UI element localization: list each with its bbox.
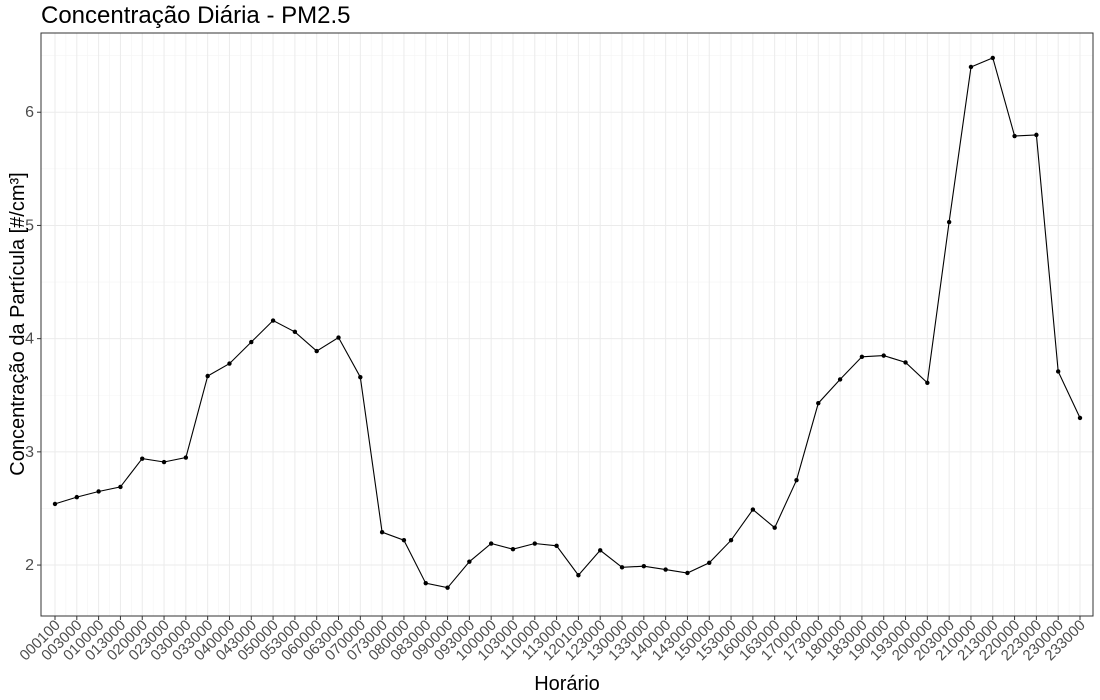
data-point [510, 547, 516, 552]
data-point [96, 489, 101, 494]
data-point [270, 318, 276, 323]
data-point [903, 360, 908, 365]
data-point [52, 501, 58, 507]
data-point [881, 353, 886, 358]
data-point [401, 537, 407, 543]
data-point [205, 373, 210, 379]
data-point [1077, 415, 1083, 421]
data-point [1034, 132, 1039, 138]
data-point [358, 374, 363, 380]
y-tick-label: 3 [25, 444, 34, 461]
y-axis: 2 3 4 5 6 [25, 104, 41, 574]
data-point [794, 477, 799, 483]
data-point [488, 541, 494, 546]
data-point [140, 456, 145, 461]
data-point [685, 570, 690, 576]
data-point [837, 377, 843, 382]
data-point [1055, 369, 1061, 374]
data-point [532, 541, 537, 546]
y-tick-label: 4 [25, 331, 34, 348]
data-point [946, 219, 952, 225]
data-point [554, 543, 559, 549]
data-point [445, 585, 450, 590]
data-point [707, 560, 712, 565]
data-point [249, 339, 254, 345]
y-tick-label: 5 [25, 217, 34, 234]
data-point [227, 361, 232, 366]
data-point [292, 329, 298, 335]
series-pm25 [52, 55, 1083, 590]
y-tick-label: 2 [25, 557, 34, 574]
data-point [1012, 133, 1017, 139]
data-point [314, 348, 319, 354]
data-point [968, 64, 974, 70]
y-axis-title: Concentração da Partícula [#/cm³] [7, 172, 29, 475]
data-point [619, 565, 625, 570]
data-point [183, 455, 189, 460]
data-point [859, 354, 865, 359]
data-point [990, 55, 995, 61]
data-point [925, 380, 930, 385]
plot-panel-border [40, 32, 1094, 617]
data-point [641, 563, 647, 569]
x-axis-title: Horário [534, 673, 600, 695]
data-point [728, 537, 734, 543]
data-point [598, 548, 603, 553]
chart-title: Concentração Diária - PM2.5 [41, 2, 351, 29]
data-point [467, 559, 472, 564]
y-tick-label: 6 [25, 104, 34, 121]
data-point [816, 400, 821, 406]
data-point [772, 525, 777, 530]
data-point [379, 530, 385, 535]
data-point [576, 573, 581, 578]
data-point [118, 484, 123, 490]
data-point [423, 580, 428, 586]
data-point [336, 335, 341, 340]
data-point [750, 507, 756, 512]
data-point [161, 459, 167, 465]
x-axis: 0001000030000100000130000200000230000300… [16, 616, 1089, 664]
data-point [74, 494, 80, 500]
data-point [663, 567, 668, 572]
grid [41, 33, 1093, 616]
series-line [54, 57, 1081, 589]
